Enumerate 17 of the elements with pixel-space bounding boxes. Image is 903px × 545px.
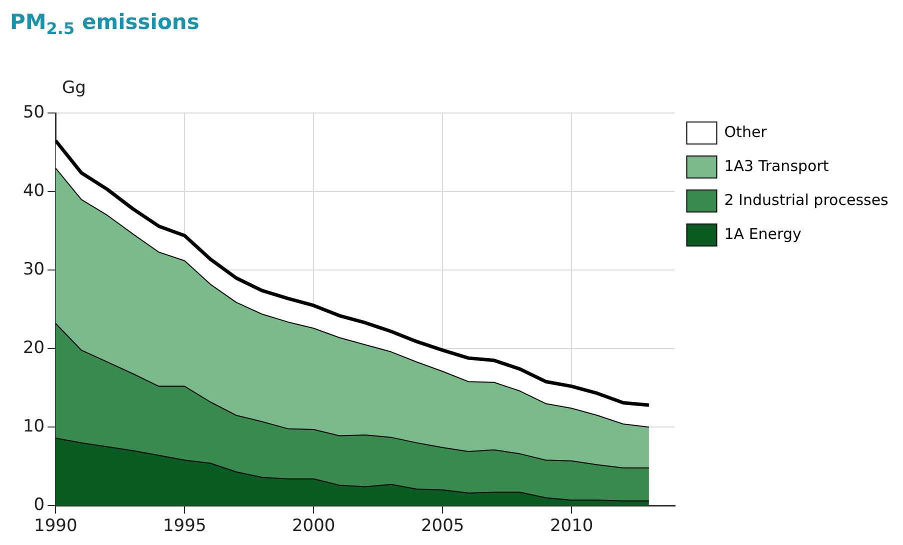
y-axis-title: Gg	[62, 78, 86, 98]
y-tick-label: 0	[34, 495, 45, 516]
x-tick-label: 1990	[34, 516, 78, 536]
legend-label: 1A Energy	[724, 224, 802, 243]
x-tick-label: 2010	[550, 516, 594, 536]
legend-label: Other	[724, 122, 768, 141]
x-tick-label: 1995	[162, 516, 206, 536]
y-tick-label: 30	[22, 260, 45, 280]
y-tick-label: 50	[22, 102, 45, 123]
x-tick-label: 2000	[292, 516, 336, 536]
chart-title: PM$_{2.5}$ emissions	[10, 10, 200, 38]
y-tick-label: 20	[22, 338, 45, 358]
x-tick-label: 2005	[420, 516, 464, 536]
legend-label: 2 Industrial processes	[724, 190, 889, 209]
y-tick-label: 40	[22, 181, 45, 202]
y-tick-label: 10	[22, 416, 45, 437]
legend-label: 1A3 Transport	[724, 156, 829, 175]
